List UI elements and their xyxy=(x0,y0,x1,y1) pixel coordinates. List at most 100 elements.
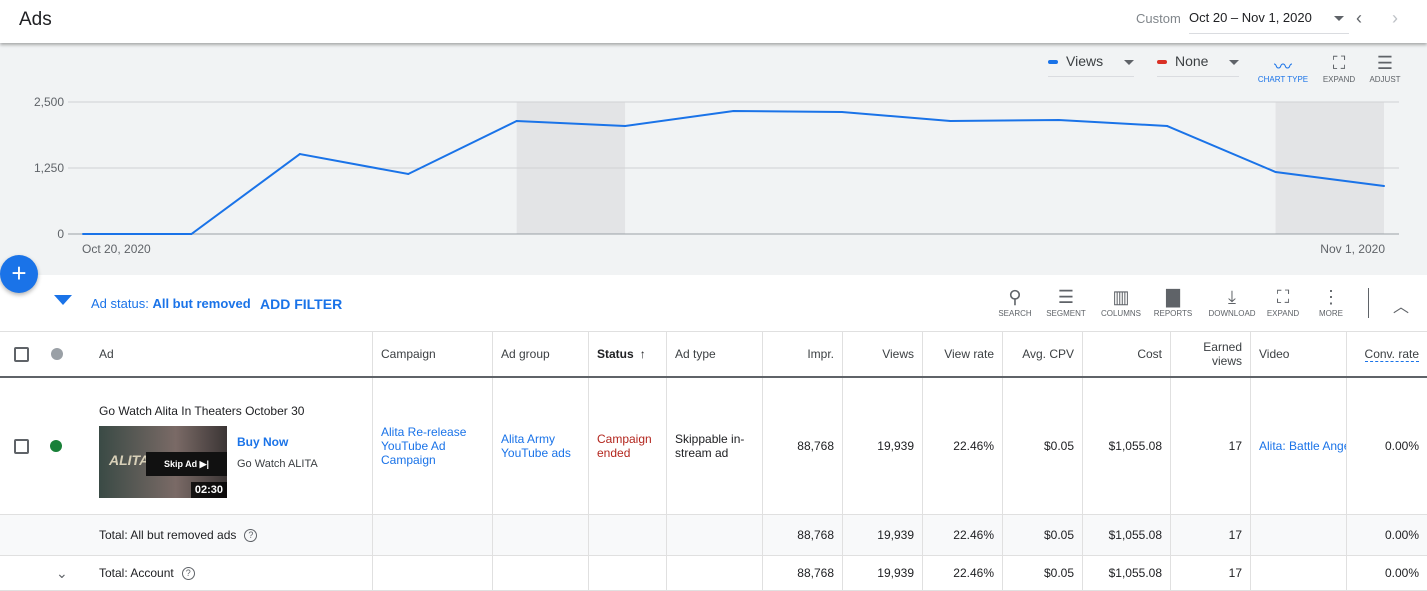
help-icon[interactable]: ? xyxy=(181,566,195,580)
conv-rate-value: 0.00% xyxy=(1346,378,1427,514)
toolbar-download-button[interactable]: ⤓ DOWNLOAD xyxy=(1204,287,1260,318)
metric-1-label: Views xyxy=(1066,53,1104,69)
toolbar-divider xyxy=(1368,288,1369,318)
total-impr: 88,768 xyxy=(797,528,834,542)
column-header[interactable]: Status ↑ xyxy=(588,332,666,376)
toolbar-more-button[interactable]: ⋮ MORE xyxy=(1306,287,1356,318)
status-column-dot xyxy=(51,348,63,360)
ad-type: Skippable in-stream ad xyxy=(666,378,762,514)
filter-bar: Ad status: All but removed ADD FILTER ⚲ S… xyxy=(0,275,1427,332)
column-label: Views xyxy=(882,347,914,361)
expand-label: EXPAND xyxy=(1322,75,1356,84)
expand-icon: ⛶ xyxy=(1332,53,1346,73)
thumb-logo-text: ALITA xyxy=(109,452,150,468)
data-point xyxy=(732,109,735,112)
toolbar-columns-button[interactable]: ▥ COLUMNS xyxy=(1096,287,1146,318)
total-label: Total: All but removed ads xyxy=(99,528,237,542)
toolbar-label: DOWNLOAD xyxy=(1208,309,1256,318)
metric-selector-1[interactable]: Views xyxy=(1048,53,1134,77)
search-icon: ⚲ xyxy=(1008,287,1022,307)
column-header[interactable]: Ad type xyxy=(666,332,762,376)
toolbar-reports-button[interactable]: ▇ REPORTS xyxy=(1148,287,1198,318)
next-period-icon[interactable]: › xyxy=(1392,8,1398,28)
row-checkbox[interactable] xyxy=(14,438,29,454)
y-tick-label: 2,500 xyxy=(34,95,64,109)
ad-headline: Go Watch Alita In Theaters October 30 xyxy=(99,404,305,418)
impr-value: 88,768 xyxy=(762,378,842,514)
status-filter-chip[interactable]: Ad status: All but removed xyxy=(91,296,251,311)
column-label: Avg. CPV xyxy=(1022,347,1074,361)
data-point xyxy=(1166,125,1169,128)
ad-description: Go Watch ALITA xyxy=(237,458,318,470)
video-duration: 02:30 xyxy=(190,482,227,498)
cost-value: $1,055.08 xyxy=(1082,378,1170,514)
total-view_rate: 22.46% xyxy=(953,566,994,580)
table-row: Go Watch Alita In Theaters October 30 AL… xyxy=(0,378,1427,515)
total-earned: 17 xyxy=(1228,566,1242,580)
status-text: Campaign ended xyxy=(588,378,666,514)
toolbar-search-button[interactable]: ⚲ SEARCH xyxy=(990,287,1040,318)
total-cost: $1,055.08 xyxy=(1108,566,1162,580)
expand-chevron-icon[interactable]: ⌄ xyxy=(56,564,68,581)
column-label: Impr. xyxy=(807,347,834,361)
ad-thumbnail[interactable]: ALITA Skip Ad ▶| 02:30 xyxy=(99,426,227,498)
segment-icon: ☰ xyxy=(1057,287,1075,307)
top-bar: Ads Custom Oct 20 – Nov 1, 2020 ‹ › xyxy=(0,0,1427,43)
column-header[interactable]: Conv. rate xyxy=(1346,332,1427,376)
filter-label: Ad status: xyxy=(91,296,149,311)
add-filter-button[interactable]: ADD FILTER xyxy=(260,296,343,312)
add-ad-button[interactable]: + xyxy=(0,255,38,293)
date-range-picker[interactable]: Oct 20 – Nov 1, 2020 xyxy=(1189,10,1349,34)
earned-views-value: 17 xyxy=(1170,378,1250,514)
column-header[interactable]: Campaign xyxy=(372,332,492,376)
chart-expand-button[interactable]: ⛶ EXPAND xyxy=(1309,53,1369,84)
toolbar-segment-button[interactable]: ☰ SEGMENT xyxy=(1041,287,1091,318)
prev-period-icon[interactable]: ‹ xyxy=(1356,8,1362,28)
total-impr: 88,768 xyxy=(797,566,834,580)
toolbar-label: MORE xyxy=(1319,309,1343,318)
data-point xyxy=(82,233,84,235)
column-header[interactable]: Ad xyxy=(80,332,372,376)
metric-2-swatch xyxy=(1157,60,1167,65)
toolbar-label: EXPAND xyxy=(1266,309,1300,318)
video-link[interactable]: Alita: Battle Angel xyxy=(1250,378,1346,514)
filter-value: All but removed xyxy=(152,296,251,311)
data-point xyxy=(1057,118,1060,121)
column-header[interactable]: Views xyxy=(842,332,922,376)
total-views: 19,939 xyxy=(877,528,914,542)
data-point xyxy=(190,233,193,235)
column-header[interactable]: Earned views xyxy=(1170,332,1250,376)
metric-2-label: None xyxy=(1175,53,1209,69)
column-header[interactable]: Video xyxy=(1250,332,1346,376)
column-label: Status xyxy=(597,347,634,361)
column-header[interactable]: Avg. CPV xyxy=(1002,332,1082,376)
metric-selector-2[interactable]: None xyxy=(1157,53,1239,77)
help-icon[interactable]: ? xyxy=(244,528,258,542)
views-value: 19,939 xyxy=(842,378,922,514)
column-header[interactable]: Cost xyxy=(1082,332,1170,376)
column-header[interactable]: View rate xyxy=(922,332,1002,376)
column-label: View rate xyxy=(944,347,994,361)
data-point xyxy=(1274,171,1277,174)
chart-type-label: CHART TYPE xyxy=(1257,75,1309,84)
tune-icon: ☰ xyxy=(1376,53,1394,73)
filter-icon[interactable] xyxy=(54,295,72,305)
chart-type-button[interactable]: 〰 CHART TYPE xyxy=(1253,53,1313,84)
expand-icon: ⛶ xyxy=(1276,287,1290,307)
adjust-button[interactable]: ☰ ADJUST xyxy=(1355,53,1415,84)
column-label: Ad xyxy=(99,347,114,361)
select-all-checkbox[interactable] xyxy=(14,346,29,362)
column-header[interactable]: Ad group xyxy=(492,332,588,376)
data-point xyxy=(298,153,301,156)
toolbar-expand-button[interactable]: ⛶ EXPAND xyxy=(1258,287,1308,318)
column-label: Conv. rate xyxy=(1364,346,1419,362)
total-conv: 0.00% xyxy=(1384,528,1419,542)
download-icon: ⤓ xyxy=(1228,287,1236,307)
campaign-link[interactable]: Alita Re-release YouTube Ad Campaign xyxy=(372,378,492,514)
ad-cta-link[interactable]: Buy Now xyxy=(237,435,289,449)
dropdown-caret-icon xyxy=(1229,60,1239,65)
collapse-icon[interactable]: ︿ xyxy=(1393,299,1410,316)
column-header[interactable]: Impr. xyxy=(762,332,842,376)
skip-ad-badge: Skip Ad ▶| xyxy=(146,452,227,476)
ad-group-link[interactable]: Alita Army YouTube ads xyxy=(492,378,588,514)
